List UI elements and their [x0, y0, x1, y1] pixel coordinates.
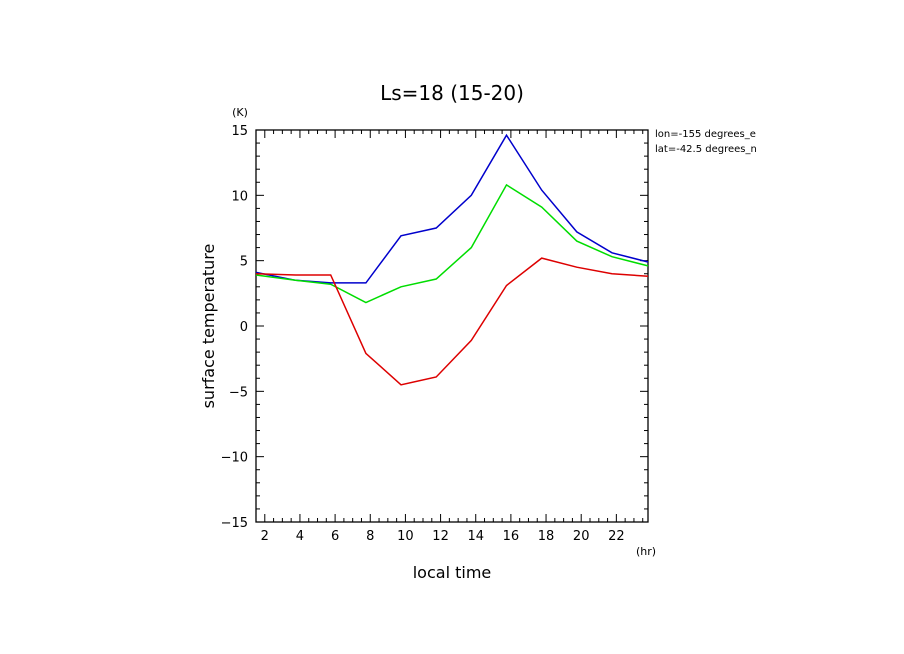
y-tick-label: 15 [231, 124, 248, 139]
x-tick-label: 4 [296, 529, 304, 544]
x-tick-label: 2 [261, 529, 269, 544]
x-tick-label: 20 [573, 529, 590, 544]
x-tick-label: 22 [608, 529, 625, 544]
x-axis-title: local time [413, 563, 492, 582]
chart-title: Ls=18 (15-20) [380, 81, 524, 105]
plot-frame [255, 129, 649, 523]
y-tick-label: 5 [240, 255, 248, 270]
x-tick-label: 18 [538, 529, 555, 544]
x-tick-label: 14 [467, 529, 484, 544]
x-tick-label: 8 [366, 529, 374, 544]
x-tick-label: 12 [432, 529, 449, 544]
y-tick-label: 10 [231, 189, 248, 204]
annotation-lon: lon=-155 degrees_e [655, 129, 756, 140]
x-axis-unit: (hr) [636, 545, 656, 558]
y-tick-label: −10 [221, 451, 248, 466]
x-tick-label: 16 [503, 529, 520, 544]
x-tick-label: 6 [331, 529, 339, 544]
series-line-3 [255, 257, 649, 386]
y-axis-title: surface temperature [199, 244, 218, 409]
y-axis-unit: (K) [232, 106, 248, 119]
y-tick-label: −5 [229, 385, 248, 400]
y-tick-label: −15 [221, 516, 248, 531]
series-line-2 [255, 183, 649, 304]
y-tick-label: 0 [240, 320, 248, 335]
plot-area: −15 −10 −5 0 5 10 15 2 4 6 8 10 12 14 16 18 20 22 [221, 124, 649, 544]
series-line-1 [255, 133, 649, 284]
annotation-lat: lat=-42.5 degrees_n [655, 144, 757, 155]
x-tick-label: 10 [397, 529, 414, 544]
